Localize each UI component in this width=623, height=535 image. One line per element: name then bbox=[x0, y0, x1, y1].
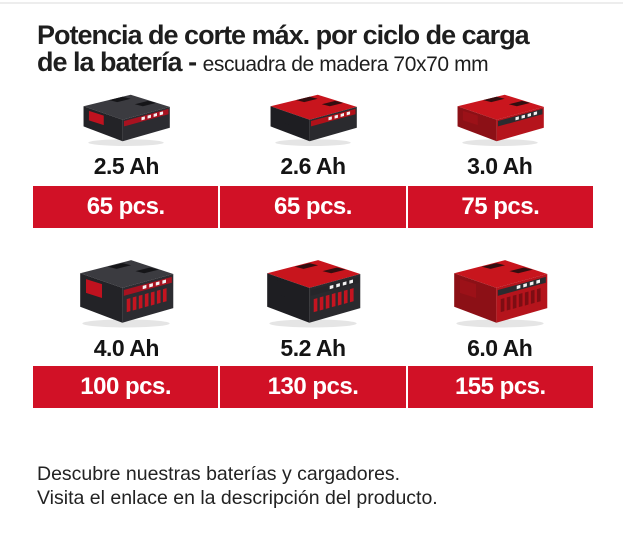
title-line-2-bold: de la batería - bbox=[37, 47, 203, 77]
battery-2-5ah-icon bbox=[67, 86, 185, 148]
title-line-1: Potencia de corte máx. por ciclo de carg… bbox=[37, 20, 530, 50]
battery-cell-5-2ah: 5.2 Ah bbox=[220, 250, 407, 362]
battery-cell-3-0ah: 3.0 Ah bbox=[406, 86, 593, 180]
battery-image-wrap bbox=[441, 86, 559, 148]
battery-5-2ah-icon bbox=[246, 250, 380, 330]
battery-image-wrap bbox=[433, 250, 567, 330]
battery-image-wrap bbox=[254, 86, 372, 148]
title-line-2: de la batería - escuadra de madera 70x70… bbox=[37, 49, 612, 78]
capacity-label: 4.0 Ah bbox=[93, 335, 160, 361]
pieces-value-3-0ah: 75 pcs. bbox=[405, 186, 593, 228]
capacity-label: 2.6 Ah bbox=[280, 153, 346, 179]
battery-image-wrap bbox=[67, 86, 185, 148]
battery-2-6ah-icon bbox=[254, 86, 372, 148]
pieces-value-2-6ah: 65 pcs. bbox=[218, 186, 405, 228]
battery-6-0ah-icon bbox=[433, 250, 567, 330]
battery-image-wrap bbox=[59, 250, 193, 330]
capacity-label: 5.2 Ah bbox=[280, 335, 346, 361]
battery-row-2: 4.0 Ah 5.2 Ah 6.0 Ah bbox=[33, 250, 593, 362]
capacity-label: 3.0 Ah bbox=[467, 153, 533, 179]
battery-row-1: 2.5 Ah 2.6 Ah 3.0 Ah bbox=[33, 86, 593, 180]
battery-4-0ah-icon bbox=[59, 250, 193, 330]
pieces-bar-1: 65 pcs. 65 pcs. 75 pcs. bbox=[33, 186, 593, 228]
pieces-value-4-0ah: 100 pcs. bbox=[80, 373, 172, 400]
battery-cell-4-0ah: 4.0 Ah bbox=[33, 250, 220, 362]
battery-cell-2-5ah: 2.5 Ah bbox=[33, 86, 220, 180]
battery-image-wrap bbox=[246, 250, 380, 330]
top-edge-line bbox=[0, 2, 623, 4]
title-subtitle: escuadra de madera 70x70 mm bbox=[202, 53, 489, 76]
footer-line-2: Visita el enlace en la descripción del p… bbox=[37, 487, 438, 509]
footer-line-1: Descubre nuestras baterías y cargadores. bbox=[37, 463, 401, 485]
footer-note: Descubre nuestras baterías y cargadores.… bbox=[37, 462, 438, 510]
pieces-value-5-2ah: 130 pcs. bbox=[218, 366, 405, 408]
capacity-label: 2.5 Ah bbox=[93, 153, 160, 179]
pieces-value-2-5ah: 65 pcs. bbox=[86, 193, 165, 220]
pieces-bar-2: 100 pcs. 130 pcs. 155 pcs. bbox=[33, 366, 593, 408]
battery-cell-6-0ah: 6.0 Ah bbox=[406, 250, 593, 362]
page-title: Potencia de corte máx. por ciclo de carg… bbox=[37, 22, 612, 78]
battery-cell-2-6ah: 2.6 Ah bbox=[220, 86, 407, 180]
pieces-value-6-0ah: 155 pcs. bbox=[405, 366, 593, 408]
battery-3-0ah-icon bbox=[441, 86, 559, 148]
capacity-label: 6.0 Ah bbox=[467, 335, 533, 361]
